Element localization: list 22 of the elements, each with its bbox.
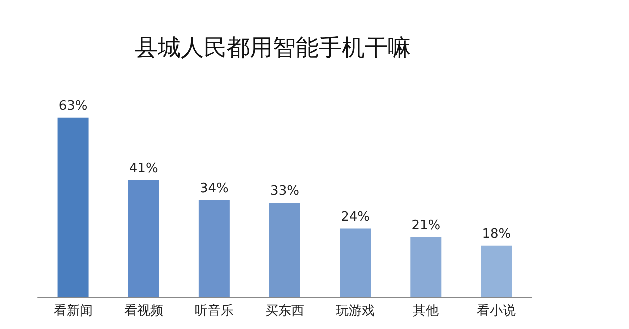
data-label: 41% <box>129 161 158 176</box>
bar <box>198 200 230 297</box>
data-label: 33% <box>270 184 300 200</box>
x-tick-label: 看小说 <box>477 304 516 319</box>
bar <box>270 203 300 297</box>
x-tick-label: 买东西 <box>266 304 304 319</box>
x-tick-label: 玩游戏 <box>336 304 376 319</box>
bar <box>481 246 512 297</box>
data-label: 63% <box>58 98 88 114</box>
bar <box>58 118 89 297</box>
x-tick-label: 听音乐 <box>194 304 234 319</box>
data-label: 21% <box>412 218 441 234</box>
chart-title: 县城人民都用智能手机干嘛 <box>135 36 411 62</box>
data-label: 24% <box>341 210 370 225</box>
data-label: 18% <box>482 226 512 242</box>
bar <box>410 237 442 297</box>
x-tick-label: 看新闻 <box>54 304 93 319</box>
x-tick-label: 看视频 <box>124 304 164 319</box>
bar <box>128 180 160 297</box>
data-label: 34% <box>200 181 229 196</box>
bar <box>340 228 372 297</box>
x-tick-label: 其他 <box>413 304 440 319</box>
